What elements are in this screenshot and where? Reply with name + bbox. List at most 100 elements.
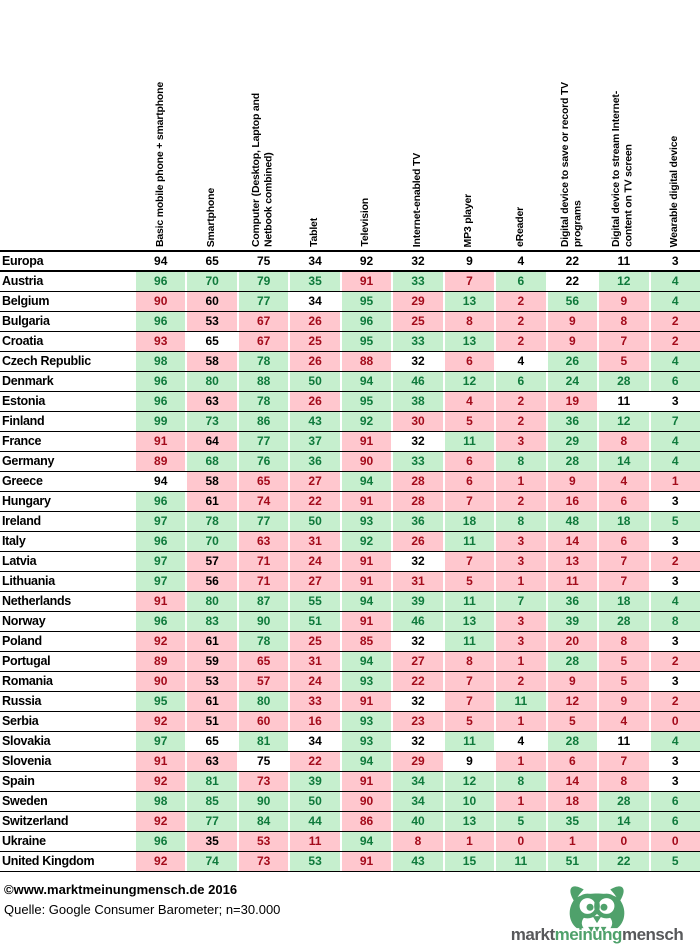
value-cell: 85 <box>339 632 392 651</box>
value-cell: 29 <box>545 432 598 451</box>
value-cell: 92 <box>134 712 186 731</box>
value-cell: 18 <box>545 792 598 811</box>
value-cell: 46 <box>391 612 443 631</box>
value-cell: 92 <box>339 532 392 551</box>
value-cell: 71 <box>236 552 289 571</box>
value-cell: 24 <box>288 672 340 691</box>
value-cell: 92 <box>134 812 186 831</box>
value-cell: 3 <box>494 612 546 631</box>
value-cell: 4 <box>442 392 495 411</box>
value-cell: 12 <box>597 272 649 291</box>
country-label: Netherlands <box>2 594 71 608</box>
value-cell: 22 <box>545 252 598 270</box>
value-cell: 96 <box>134 372 186 391</box>
country-label: Spain <box>2 774 35 788</box>
table-row: Switzerland 92 77 84 44 86 40 13 5 35 14 6 <box>0 812 700 832</box>
column-header: Digital device to stream Internet- conte… <box>597 0 648 250</box>
value-cell: 96 <box>134 832 186 851</box>
value-cell: 30 <box>391 412 443 431</box>
value-cell: 6 <box>494 372 546 391</box>
value-cell: 97 <box>134 512 186 531</box>
value-cell: 94 <box>339 472 392 491</box>
value-cell: 74 <box>236 492 289 511</box>
value-cell: 28 <box>391 492 443 511</box>
value-cell: 98 <box>134 352 186 371</box>
value-cell: 7 <box>648 412 700 431</box>
value-cell: 8 <box>442 312 495 331</box>
column-header-label: Digital device to save or record TV prog… <box>558 81 584 247</box>
value-cell: 80 <box>236 692 289 711</box>
value-cell: 1 <box>494 472 546 491</box>
value-cell: 9 <box>442 752 495 771</box>
value-cell: 6 <box>597 492 649 511</box>
value-cell: 39 <box>391 592 443 611</box>
country-label: Slovenia <box>2 754 52 768</box>
value-cell: 8 <box>648 612 700 631</box>
value-cell: 3 <box>648 572 700 591</box>
value-cell: 4 <box>648 292 700 311</box>
value-cell: 93 <box>339 712 392 731</box>
value-cell: 8 <box>597 312 649 331</box>
value-cell: 13 <box>442 812 495 831</box>
value-cell: 33 <box>391 272 443 291</box>
value-cell: 13 <box>442 612 495 631</box>
value-cell: 7 <box>442 272 495 291</box>
value-cell: 81 <box>185 772 237 791</box>
value-cell: 88 <box>236 372 289 391</box>
value-cell: 2 <box>494 492 546 511</box>
value-cell: 93 <box>339 672 392 691</box>
value-cell: 3 <box>648 752 700 771</box>
table-row: Sweden 98 85 90 50 90 34 10 1 18 28 6 <box>0 792 700 812</box>
value-cell: 77 <box>236 292 289 311</box>
value-cell: 63 <box>185 752 237 771</box>
value-cell: 77 <box>185 812 237 831</box>
value-cell: 48 <box>545 512 598 531</box>
value-cell: 26 <box>288 352 340 371</box>
value-cell: 37 <box>288 432 340 451</box>
value-cell: 34 <box>288 252 340 270</box>
value-cell: 2 <box>494 392 546 411</box>
marktmeinungmensch-logo: marktmeinungmensch <box>502 880 692 943</box>
value-cell: 91 <box>134 752 186 771</box>
value-cell: 26 <box>288 312 340 331</box>
value-cell: 90 <box>339 792 392 811</box>
value-cell: 11 <box>442 592 495 611</box>
value-cell: 50 <box>288 372 340 391</box>
value-cell: 46 <box>391 372 443 391</box>
value-cell: 3 <box>648 672 700 691</box>
value-cell: 7 <box>442 492 495 511</box>
table-row: Italy 96 70 63 31 92 26 11 3 14 6 3 <box>0 532 700 552</box>
value-cell: 19 <box>545 392 598 411</box>
value-cell: 6 <box>648 812 700 831</box>
country-label: Europa <box>2 254 44 268</box>
value-cell: 4 <box>494 352 546 371</box>
value-cell: 12 <box>442 372 495 391</box>
value-cell: 7 <box>597 572 649 591</box>
table-row: Bulgaria 96 53 67 26 96 25 8 2 9 8 2 <box>0 312 700 332</box>
value-cell: 4 <box>648 452 700 471</box>
country-label: United Kingdom <box>2 854 95 868</box>
table-row: Ireland 97 78 77 50 93 36 18 8 48 18 5 <box>0 512 700 532</box>
value-cell: 38 <box>391 392 443 411</box>
value-cell: 67 <box>236 312 289 331</box>
value-cell: 99 <box>134 412 186 431</box>
value-cell: 94 <box>339 752 392 771</box>
value-cell: 53 <box>236 832 289 851</box>
value-cell: 70 <box>185 272 237 291</box>
value-cell: 94 <box>339 832 392 851</box>
value-cell: 2 <box>494 292 546 311</box>
value-cell: 5 <box>648 512 700 531</box>
value-cell: 8 <box>597 432 649 451</box>
value-cell: 78 <box>236 392 289 411</box>
value-cell: 3 <box>648 492 700 511</box>
value-cell: 95 <box>339 332 392 351</box>
value-cell: 85 <box>185 792 237 811</box>
value-cell: 93 <box>134 332 186 351</box>
value-cell: 2 <box>648 692 700 711</box>
value-cell: 90 <box>236 792 289 811</box>
value-cell: 4 <box>494 732 546 751</box>
value-cell: 2 <box>648 312 700 331</box>
table-row: Germany 89 68 76 36 90 33 6 8 28 14 4 <box>0 452 700 472</box>
country-label: Latvia <box>2 554 37 568</box>
value-cell: 5 <box>597 352 649 371</box>
